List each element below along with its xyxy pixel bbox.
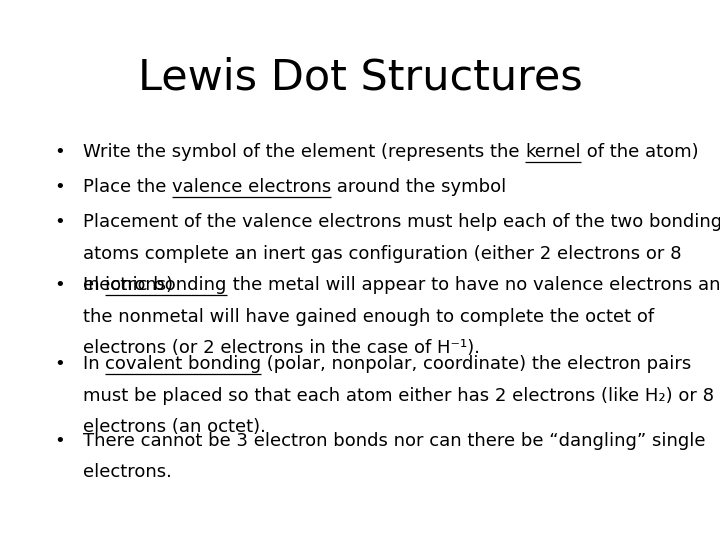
Text: electrons (or 2 electrons in the case of H⁻¹).: electrons (or 2 electrons in the case of… bbox=[83, 339, 480, 357]
Text: Place the: Place the bbox=[83, 178, 172, 196]
Text: covalent bonding: covalent bonding bbox=[105, 355, 261, 373]
Text: In: In bbox=[83, 276, 105, 294]
Text: valence electrons: valence electrons bbox=[172, 178, 331, 196]
Text: electrons): electrons) bbox=[83, 276, 173, 294]
Text: Lewis Dot Structures: Lewis Dot Structures bbox=[138, 57, 582, 99]
Text: •: • bbox=[54, 355, 65, 373]
Text: around the symbol: around the symbol bbox=[331, 178, 506, 196]
Text: electrons (an octet).: electrons (an octet). bbox=[83, 418, 266, 436]
Text: Placement of the valence electrons must help each of the two bonding: Placement of the valence electrons must … bbox=[83, 213, 720, 231]
Text: electrons.: electrons. bbox=[83, 463, 171, 481]
Text: •: • bbox=[54, 178, 65, 196]
Text: atoms complete an inert gas configuration (either 2 electrons or 8: atoms complete an inert gas configuratio… bbox=[83, 245, 681, 262]
Text: the metal will appear to have no valence electrons and: the metal will appear to have no valence… bbox=[227, 276, 720, 294]
Text: •: • bbox=[54, 432, 65, 450]
Text: In: In bbox=[83, 355, 105, 373]
Text: of the atom): of the atom) bbox=[580, 143, 698, 161]
Text: •: • bbox=[54, 213, 65, 231]
Text: ionic bonding: ionic bonding bbox=[105, 276, 227, 294]
Text: the nonmetal will have gained enough to complete the octet of: the nonmetal will have gained enough to … bbox=[83, 308, 654, 326]
Text: •: • bbox=[54, 143, 65, 161]
Text: must be placed so that each atom either has 2 electrons (like H₂) or 8: must be placed so that each atom either … bbox=[83, 387, 714, 404]
Text: kernel: kernel bbox=[525, 143, 580, 161]
Text: •: • bbox=[54, 276, 65, 294]
Text: (polar, nonpolar, coordinate) the electron pairs: (polar, nonpolar, coordinate) the electr… bbox=[261, 355, 691, 373]
Text: Write the symbol of the element (represents the: Write the symbol of the element (represe… bbox=[83, 143, 525, 161]
Text: There cannot be 3 electron bonds nor can there be “dangling” single: There cannot be 3 electron bonds nor can… bbox=[83, 432, 706, 450]
